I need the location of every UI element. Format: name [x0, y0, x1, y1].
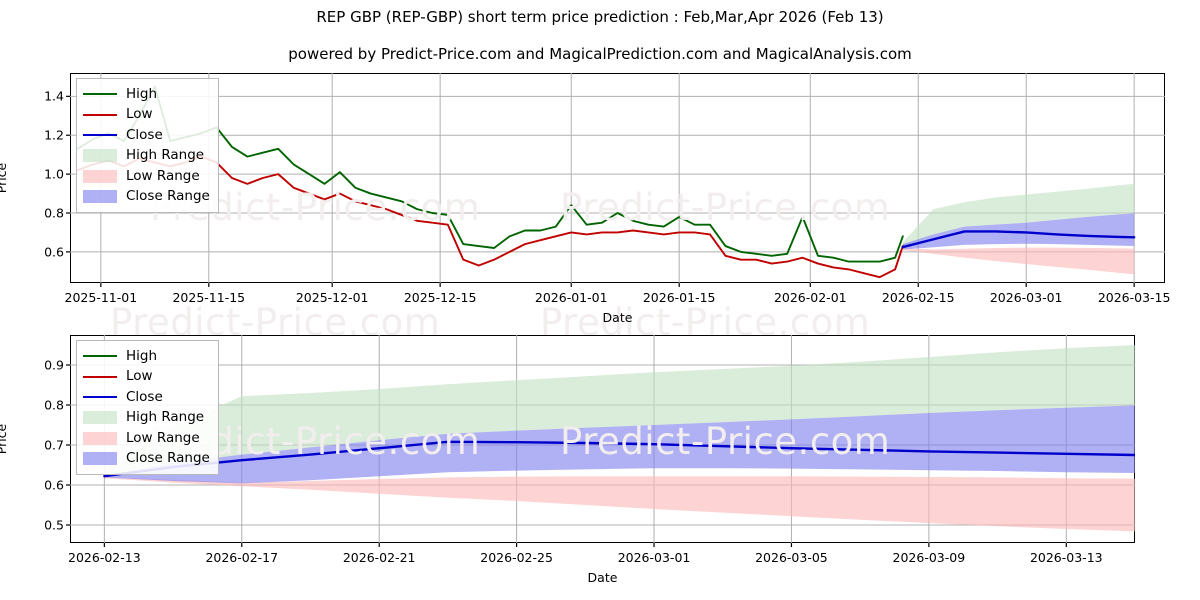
legend-swatch-icon [83, 113, 117, 116]
legend-item-low-range[interactable]: Low Range [83, 166, 210, 187]
x-axis-label: Date [587, 570, 618, 585]
legend-label: Low [126, 368, 153, 384]
bottom-chart-panel: Predict-Price.com Predict-Price.com 0.5 0.6… [0, 330, 1200, 585]
x-axis-tick: 2026-03-01 [989, 290, 1063, 305]
x-axis-tick: 2026-03-05 [755, 550, 828, 565]
x-axis-tick: 2026-02-17 [205, 550, 279, 565]
x-axis-tick: 2026-03-01 [617, 550, 691, 565]
x-axis-tick: 2026-02-01 [773, 290, 847, 305]
y-axis-label: Price [0, 423, 9, 455]
legend-item-low[interactable]: Low [83, 105, 210, 126]
high-range-band [902, 183, 1135, 247]
x-axis-tick: 2026-02-21 [342, 550, 416, 565]
page-title: REP GBP (REP-GBP) short term price predi… [316, 8, 884, 26]
y-axis-label: Price [0, 162, 9, 194]
chart-legend[interactable]: High Low Close High Range Low Range Close Ran… [76, 340, 219, 475]
y-axis-tick: 0.8 [44, 205, 64, 221]
x-axis-label: Date [602, 310, 633, 325]
legend-label: Close Range [126, 450, 210, 466]
legend-label: High Range [126, 147, 205, 163]
y-axis-tick: 1.2 [44, 127, 64, 143]
low-range-band [902, 247, 1135, 275]
chart-legend[interactable]: High Low Close High Range Low Range Close Ran… [76, 78, 219, 213]
legend-label: High [126, 85, 158, 102]
legend-item-high[interactable]: High [83, 346, 210, 367]
legend-label: Close [126, 388, 163, 405]
legend-swatch-icon [83, 452, 117, 466]
legend-swatch-icon [83, 375, 117, 378]
legend-label: Low Range [126, 167, 200, 184]
x-axis-tick: 2026-02-13 [68, 550, 141, 565]
legend-swatch-icon [83, 169, 117, 183]
y-axis-tick: 1.4 [44, 88, 64, 104]
legend-item-close-range[interactable]: Close Range [83, 449, 210, 470]
legend-item-high-range[interactable]: High Range [83, 408, 210, 429]
y-axis-tick: 0.7 [44, 437, 64, 453]
legend-swatch-icon [83, 190, 117, 204]
top-chart-panel: Predict-Price.com Predict-Price.com Predic… [0, 66, 1200, 344]
x-axis-tick: 2025-11-15 [172, 290, 246, 305]
legend-item-low[interactable]: Low [83, 367, 210, 388]
legend-swatch-icon [83, 431, 117, 445]
legend-label: Low [126, 106, 153, 122]
x-axis-tick: 2026-01-01 [534, 290, 608, 305]
x-axis-tick: 2026-03-13 [1029, 550, 1103, 565]
x-axis-tick: 2026-03-15 [1097, 290, 1171, 305]
x-axis-tick: 2025-12-01 [295, 290, 369, 305]
close-line [103, 440, 1135, 478]
page-subtitle: powered by Predict-Price.com and Magical… [288, 45, 912, 63]
legend-item-high[interactable]: High [83, 84, 210, 105]
legend-swatch-icon [83, 355, 117, 358]
legend-swatch-icon [83, 411, 117, 425]
legend-item-high-range[interactable]: High Range [83, 146, 210, 167]
x-axis-tick: 2025-12-15 [403, 290, 477, 305]
legend-item-close[interactable]: Close [83, 387, 210, 408]
y-axis-tick: 0.5 [44, 517, 64, 533]
legend-swatch-icon [83, 93, 117, 96]
x-axis-tick: 2026-02-15 [881, 290, 955, 305]
y-axis-tick: 0.9 [44, 357, 64, 373]
plot-area [70, 73, 1165, 283]
legend-label: Close [126, 126, 163, 143]
legend-label: Low Range [126, 429, 200, 446]
low-range-band [104, 476, 1135, 532]
x-axis-tick: 2026-02-25 [480, 550, 553, 565]
legend-label: Close Range [126, 188, 210, 204]
legend-label: High [126, 347, 158, 364]
y-axis-tick: 0.6 [44, 244, 64, 260]
legend-swatch-icon [83, 149, 117, 163]
close-line [901, 230, 1136, 249]
x-axis-tick: 2026-01-15 [642, 290, 716, 305]
legend-item-low-range[interactable]: Low Range [83, 428, 210, 449]
y-axis-tick: 0.8 [44, 397, 64, 413]
legend-swatch-icon [83, 134, 117, 137]
y-axis-tick: 0.6 [44, 477, 64, 493]
legend-item-close[interactable]: Close [83, 125, 210, 146]
legend-label: High Range [126, 409, 205, 425]
legend-swatch-icon [83, 396, 117, 399]
legend-item-close-range[interactable]: Close Range [83, 187, 210, 208]
x-axis-tick: 2025-11-01 [64, 290, 138, 305]
x-axis-tick: 2026-03-09 [892, 550, 966, 565]
y-axis-tick: 1.0 [44, 166, 64, 182]
high-range-band [104, 345, 1135, 476]
